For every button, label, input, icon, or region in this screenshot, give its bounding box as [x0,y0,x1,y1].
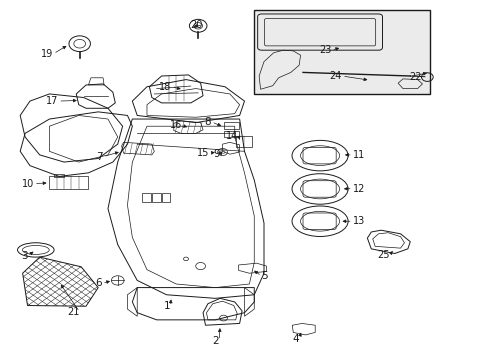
Text: 1: 1 [163,301,170,311]
Text: 11: 11 [352,150,364,160]
Bar [236,136,252,147]
Text: 21: 21 [67,307,80,317]
Bar [152,193,160,202]
Text: 23: 23 [318,45,330,55]
Text: 8: 8 [204,117,211,127]
Text: 22: 22 [408,72,421,82]
Text: 2: 2 [212,336,219,346]
Text: 5: 5 [261,271,267,281]
Text: 3: 3 [21,251,27,261]
Text: 4: 4 [292,333,299,343]
Text: 10: 10 [21,179,34,189]
Text: 17: 17 [46,96,58,106]
Text: 15: 15 [197,148,209,158]
Text: 18: 18 [159,82,171,92]
Text: 12: 12 [352,184,365,194]
Text: 24: 24 [329,71,341,81]
Text: 20: 20 [190,20,203,30]
Text: 13: 13 [352,216,364,226]
Bar [49,176,88,189]
Bar [54,174,64,177]
Text: 9: 9 [213,149,220,159]
Text: 7: 7 [96,152,103,162]
FancyBboxPatch shape [254,10,429,94]
Text: 25: 25 [377,249,389,260]
Bar [224,131,238,137]
Text: 6: 6 [95,278,102,288]
Bar [224,122,238,129]
Text: 14: 14 [226,131,238,141]
Bar [142,193,151,202]
Text: 16: 16 [169,121,182,130]
Text: 19: 19 [41,49,53,59]
Bar [161,193,170,202]
